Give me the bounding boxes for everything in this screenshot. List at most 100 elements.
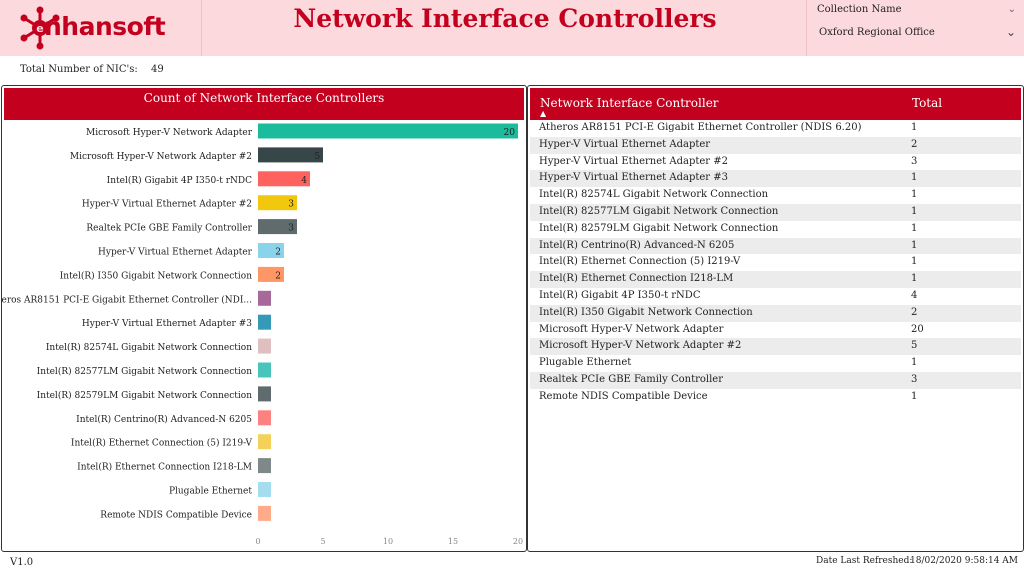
cell-total: 1 (911, 239, 918, 251)
table-row[interactable]: Atheros AR8151 PCI-E Gigabit Ethernet Co… (530, 120, 1021, 137)
table-row[interactable]: Intel(R) Ethernet Connection (5) I219-V 1 (530, 254, 1021, 271)
bar[interactable] (258, 434, 271, 450)
cell-nic-name: Hyper-V Virtual Ethernet Adapter #2 (539, 155, 728, 167)
bar[interactable] (258, 290, 271, 306)
slicer-dropdown-value[interactable]: Oxford Regional Office (819, 27, 935, 38)
cell-total: 2 (911, 306, 918, 318)
x-tick-label: 20 (513, 537, 523, 546)
cell-total: 1 (911, 222, 918, 234)
category-label: Realtek PCIe GBE Family Controller (86, 224, 252, 234)
cell-total: 1 (911, 357, 918, 369)
category-label: Atheros AR8151 PCI-E Gigabit Ethernet Co… (2, 294, 252, 305)
category-label: Intel(R) Gigabit 4P I350-t rNDC (107, 175, 252, 186)
chevron-down-icon[interactable]: ⌄ (1005, 25, 1016, 39)
table-row[interactable]: Intel(R) Gigabit 4P I350-t rNDC 4 (530, 288, 1021, 305)
cell-nic-name: Intel(R) Gigabit 4P I350-t rNDC (539, 289, 701, 301)
bar[interactable] (258, 410, 271, 426)
cell-total: 1 (911, 390, 918, 402)
chevron-down-icon[interactable]: ⌄ (1007, 4, 1016, 15)
column-header-total[interactable]: Total (912, 96, 943, 110)
cell-total: 3 (911, 155, 918, 167)
cell-nic-name: Microsoft Hyper-V Network Adapter #2 (539, 340, 742, 352)
bar[interactable] (258, 482, 271, 497)
table-body: Atheros AR8151 PCI-E Gigabit Ethernet Co… (530, 120, 1021, 406)
bar[interactable] (258, 458, 271, 474)
total-nics-label: Total Number of NIC's: (20, 64, 138, 75)
cell-nic-name: Remote NDIS Compatible Device (539, 390, 708, 402)
cell-nic-name: Intel(R) I350 Gigabit Network Connection (539, 306, 753, 318)
table-row[interactable]: Intel(R) I350 Gigabit Network Connection… (530, 304, 1021, 322)
bar[interactable] (258, 505, 271, 521)
cell-nic-name: Plugable Ethernet (539, 357, 632, 369)
data-label: 2 (275, 248, 281, 258)
category-label: Intel(R) 82574L Gigabit Network Connecti… (46, 342, 252, 353)
cell-nic-name: Hyper-V Virtual Ethernet Adapter (539, 138, 711, 150)
refreshed-date: 18/02/2020 9:58:14 AM (910, 556, 1019, 566)
table-panel: Network Interface Controller ▲ Total Ath… (527, 85, 1024, 552)
table-row[interactable]: Hyper-V Virtual Ethernet Adapter 2 (530, 136, 1021, 154)
cell-nic-name: Intel(R) Centrino(R) Advanced-N 6205 (539, 239, 735, 251)
cell-nic-name: Intel(R) 82574L Gigabit Network Connecti… (539, 189, 769, 201)
table-row[interactable]: Hyper-V Virtual Ethernet Adapter #3 1 (530, 170, 1021, 188)
bar[interactable] (258, 386, 271, 402)
data-label: 20 (504, 128, 516, 138)
cell-nic-name: Microsoft Hyper-V Network Adapter (539, 323, 724, 335)
table-row[interactable]: Intel(R) 82579LM Gigabit Network Connect… (530, 221, 1021, 238)
chart-panel: Count of Network Interface Controllers M… (1, 85, 527, 552)
category-label: Intel(R) Ethernet Connection I218-LM (77, 462, 252, 473)
cell-total: 1 (911, 256, 918, 268)
category-label: Intel(R) 82579LM Gigabit Network Connect… (37, 390, 253, 401)
chart-title: Count of Network Interface Controllers (4, 88, 524, 120)
category-label: Plugable Ethernet (169, 487, 252, 497)
bar[interactable] (258, 147, 323, 163)
bar[interactable] (258, 362, 271, 378)
bar[interactable] (258, 219, 297, 235)
table-row[interactable]: Remote NDIS Compatible Device 1 (530, 389, 1021, 406)
table-row[interactable]: Realtek PCIe GBE Family Controller 3 (530, 371, 1021, 389)
header-bar: e nhansoft Network Interface Controllers… (0, 0, 1024, 56)
cell-total: 1 (911, 122, 918, 133)
table-row[interactable]: Intel(R) 82577LM Gigabit Network Connect… (530, 203, 1021, 221)
x-tick-label: 10 (383, 537, 393, 546)
cell-nic-name: Hyper-V Virtual Ethernet Adapter #3 (539, 172, 728, 184)
cell-nic-name: Intel(R) Ethernet Connection (5) I219-V (539, 256, 741, 268)
bar[interactable] (258, 266, 284, 282)
bar[interactable] (258, 171, 310, 187)
cell-nic-name: Atheros AR8151 PCI-E Gigabit Ethernet Co… (539, 122, 862, 133)
category-label: Hyper-V Virtual Ethernet Adapter (98, 248, 253, 258)
cell-nic-name: Intel(R) 82579LM Gigabit Network Connect… (539, 222, 779, 234)
data-label: 4 (301, 176, 307, 186)
bar[interactable] (258, 338, 271, 354)
cell-total: 1 (911, 172, 918, 184)
category-label: Intel(R) Ethernet Connection (5) I219-V (71, 438, 253, 449)
refreshed-label: Date Last Refreshed: (816, 556, 913, 566)
table-row[interactable]: Intel(R) 82574L Gigabit Network Connecti… (530, 187, 1021, 204)
cell-nic-name: Intel(R) Ethernet Connection I218-LM (539, 273, 734, 285)
bar[interactable] (258, 243, 284, 258)
category-label: Hyper-V Virtual Ethernet Adapter #2 (82, 200, 252, 210)
bar[interactable] (258, 195, 297, 211)
x-tick-label: 5 (320, 537, 325, 546)
category-label: Remote NDIS Compatible Device (100, 510, 252, 520)
cell-total: 1 (911, 273, 918, 285)
data-label: 3 (288, 224, 294, 234)
table-row[interactable]: Intel(R) Centrino(R) Advanced-N 6205 1 (530, 237, 1021, 255)
collection-slicer[interactable]: Collection Name ⌄ Oxford Regional Office… (806, 0, 1024, 56)
category-label: Microsoft Hyper-V Network Adapter #2 (70, 152, 252, 162)
table-row[interactable]: Hyper-V Virtual Ethernet Adapter #2 3 (530, 154, 1021, 171)
table-row[interactable]: Microsoft Hyper-V Network Adapter 20 (530, 322, 1021, 339)
sort-ascending-icon[interactable]: ▲ (540, 109, 547, 118)
category-label: Hyper-V Virtual Ethernet Adapter #3 (82, 319, 252, 329)
table-row[interactable]: Intel(R) Ethernet Connection I218-LM 1 (530, 271, 1021, 288)
logo: e nhansoft (0, 0, 202, 56)
bar[interactable] (258, 123, 518, 139)
table-row[interactable]: Microsoft Hyper-V Network Adapter #2 5 (530, 338, 1021, 356)
column-header-nic[interactable]: Network Interface Controller (540, 96, 719, 110)
table-row[interactable]: Plugable Ethernet 1 (530, 355, 1021, 372)
x-tick-label: 0 (255, 537, 260, 546)
cell-total: 20 (911, 323, 924, 335)
slicer-label: Collection Name (817, 4, 902, 15)
cell-total: 3 (911, 373, 918, 385)
logo-text: nhansoft (44, 12, 166, 41)
bar[interactable] (258, 314, 271, 330)
